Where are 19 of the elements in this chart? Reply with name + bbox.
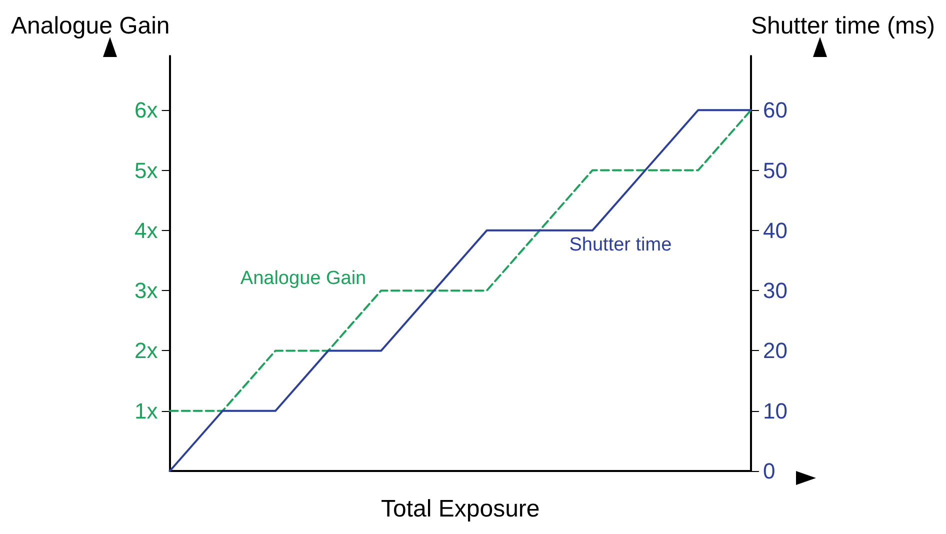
line-series — [168, 109, 752, 412]
y-tick-label: 6x — [134, 98, 158, 123]
y2-tick-label: 40 — [762, 218, 788, 243]
y-tick-label: 2x — [134, 338, 158, 364]
y-axis-title: Analogue Gain — [10, 12, 170, 40]
series-label: Analogue Gain — [240, 268, 366, 290]
y2-tick-label: 0 — [762, 458, 776, 484]
y-tick-label: 1x — [134, 398, 158, 424]
y-tick-label: 5x — [134, 158, 158, 183]
x-axis-title: Total Exposure — [380, 496, 540, 522]
y2-tick-label: 50 — [762, 158, 788, 183]
y-tick-label: 3x — [134, 278, 158, 304]
y-tick-label: 4x — [134, 218, 158, 243]
y2-tick-label: 10 — [762, 398, 788, 424]
series-label: Shutter time — [569, 234, 672, 256]
y2-axis-title: Shutter time (ms) — [750, 12, 935, 40]
y2-tick-label: 60 — [762, 98, 788, 123]
y2-tick-label: 20 — [762, 338, 788, 364]
y2-tick-label: 30 — [762, 278, 788, 304]
